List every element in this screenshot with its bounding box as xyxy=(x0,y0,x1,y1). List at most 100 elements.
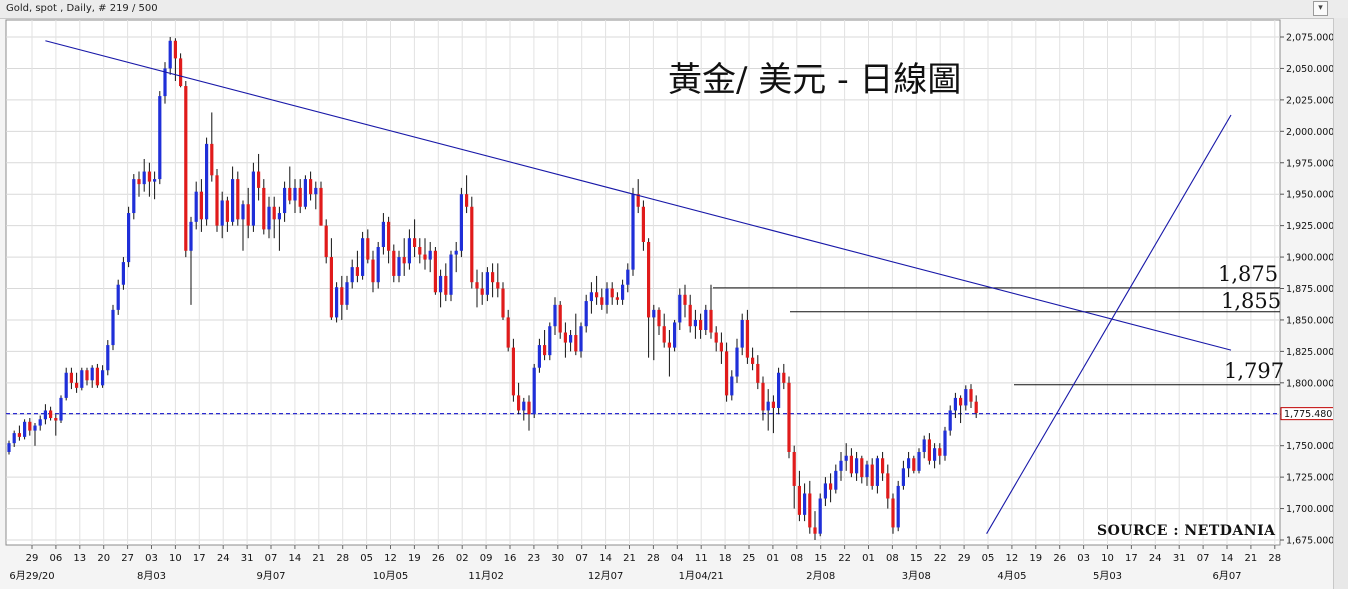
candle-body xyxy=(85,370,89,381)
candle-body xyxy=(771,401,775,408)
candle-body xyxy=(855,458,859,474)
candle-body xyxy=(376,247,380,283)
candle-body xyxy=(953,397,957,411)
y-tick-label: 2,025.000 xyxy=(1286,95,1334,106)
candle-body xyxy=(907,458,911,469)
candle-body xyxy=(392,250,396,276)
candle-body xyxy=(537,345,541,368)
x-month-label: 6月29/20 xyxy=(9,570,54,582)
candle-body xyxy=(543,345,547,356)
candle-body xyxy=(969,389,973,402)
x-day-label: 23 xyxy=(528,553,541,564)
candle-body xyxy=(303,179,307,207)
y-tick-label: 1,700.000 xyxy=(1286,504,1334,515)
x-month-label: 10月05 xyxy=(373,570,408,582)
candle-body xyxy=(782,372,786,383)
candle-body xyxy=(340,287,344,305)
candle-body xyxy=(870,464,874,486)
candle-body xyxy=(751,357,755,364)
candle-body xyxy=(901,468,905,486)
candle-body xyxy=(236,179,240,220)
trendline-ascending xyxy=(986,114,1232,534)
candle-body xyxy=(101,370,105,386)
candle-body xyxy=(387,221,391,251)
x-day-label: 15 xyxy=(814,553,827,564)
current-price-label: 1,775.480 xyxy=(1284,409,1332,420)
x-day-label: 14 xyxy=(289,553,302,564)
x-day-label: 09 xyxy=(480,553,493,564)
candle-body xyxy=(116,284,120,310)
candle-body xyxy=(283,187,287,214)
candle-body xyxy=(652,309,656,318)
x-day-label: 30 xyxy=(551,553,564,564)
candle-body xyxy=(80,370,84,388)
x-day-label: 14 xyxy=(1221,553,1234,564)
y-tick-label: 1,675.000 xyxy=(1286,536,1334,547)
candle-body xyxy=(745,319,749,358)
candle-body xyxy=(59,397,63,421)
candle-body xyxy=(631,194,635,270)
y-tick-label: 2,000.000 xyxy=(1286,127,1334,138)
candle-body xyxy=(922,439,926,452)
candle-body xyxy=(886,473,890,499)
x-day-label: 22 xyxy=(934,553,947,564)
candle-body xyxy=(215,175,219,226)
candle-body xyxy=(589,292,593,302)
x-day-label: 28 xyxy=(647,553,660,564)
candle-body xyxy=(402,257,406,264)
candle-body xyxy=(787,382,791,452)
x-day-label: 19 xyxy=(1029,553,1042,564)
candle-body xyxy=(834,470,838,490)
candle-body xyxy=(823,483,827,499)
candle-body xyxy=(454,250,458,255)
candle-body xyxy=(7,443,11,452)
x-day-label: 07 xyxy=(575,553,588,564)
candle-body xyxy=(444,275,448,295)
x-day-label: 14 xyxy=(599,553,612,564)
x-day-label: 05 xyxy=(982,553,995,564)
candle-body xyxy=(184,86,188,251)
y-tick-label: 1,850.000 xyxy=(1286,315,1334,326)
vertical-scrollbar[interactable] xyxy=(1333,18,1348,589)
candle-body xyxy=(470,206,474,283)
source-credit: SOURCE : NETDANIA xyxy=(1097,523,1276,539)
chart-menu-button[interactable]: ▾ xyxy=(1313,1,1328,16)
candle-body xyxy=(413,238,417,248)
x-day-label: 22 xyxy=(838,553,851,564)
x-day-label: 24 xyxy=(1149,553,1162,564)
candle-body xyxy=(522,401,526,411)
x-month-label: 8月03 xyxy=(137,570,166,582)
candle-body xyxy=(683,294,687,305)
candle-body xyxy=(257,171,261,188)
candle-body xyxy=(657,309,661,327)
level-label-1797: 1,797 xyxy=(1224,359,1285,383)
candle-body xyxy=(496,282,500,289)
candle-body xyxy=(719,342,723,352)
candle-body xyxy=(605,288,609,305)
candle-body xyxy=(756,363,760,383)
candle-body xyxy=(584,301,588,327)
x-month-label: 12月07 xyxy=(588,570,623,582)
candle-body xyxy=(33,425,37,431)
candle-body xyxy=(491,272,495,283)
y-tick-label: 1,800.000 xyxy=(1286,378,1334,389)
x-day-label: 17 xyxy=(193,553,206,564)
candle-body xyxy=(553,304,557,327)
candle-body xyxy=(43,410,47,420)
candle-body xyxy=(673,322,677,348)
x-day-label: 26 xyxy=(1053,553,1066,564)
candle-body xyxy=(933,448,937,461)
candle-body xyxy=(917,451,921,471)
candle-body xyxy=(12,433,16,444)
x-month-label: 4月05 xyxy=(997,570,1026,582)
candle-body xyxy=(64,372,68,398)
candle-body xyxy=(959,397,963,406)
x-month-label: 2月08 xyxy=(806,570,835,582)
candle-body xyxy=(709,309,713,333)
candle-body xyxy=(54,418,58,421)
candle-body xyxy=(548,326,552,356)
candle-body xyxy=(662,326,666,343)
x-day-label: 24 xyxy=(217,553,230,564)
y-tick-label: 2,050.000 xyxy=(1286,64,1334,75)
